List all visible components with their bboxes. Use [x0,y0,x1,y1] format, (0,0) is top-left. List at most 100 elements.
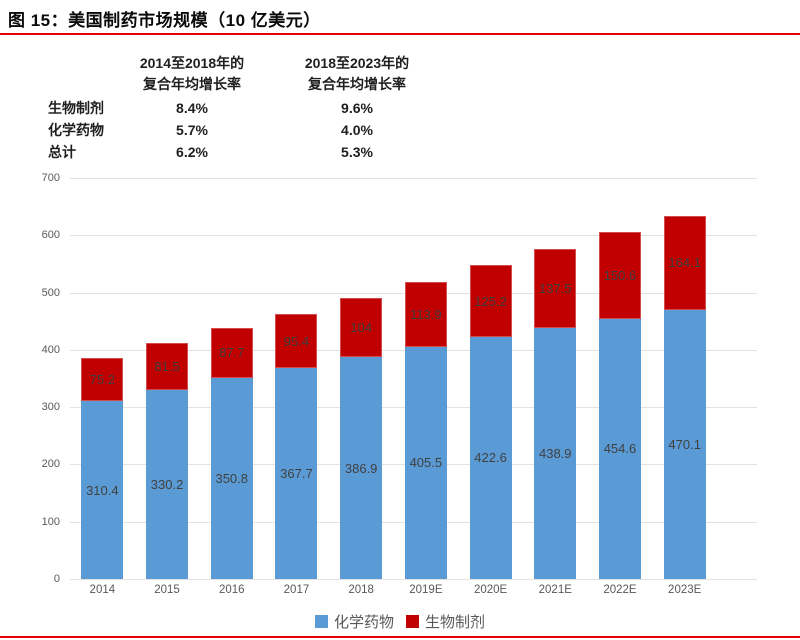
table-corner [48,53,112,97]
x-tick-label: 2019E [409,584,443,596]
data-label: 422.6 [474,450,507,466]
segment-chemical-2016: 350.8 [210,378,253,579]
stacked-bar-2019E: 113.9 405.5 [404,281,447,579]
y-tick-label: 600 [41,229,60,242]
segment-biologic-2023E: 164.1 [663,215,706,310]
col-header-line1: 2018至2023年的 [304,55,410,71]
stacked-bar-2021E: 137.5 438.9 [534,248,577,579]
cagr-value: 9.6% [341,100,373,116]
segment-chemical-2023E: 470.1 [663,309,706,579]
y-tick-label: 300 [41,401,60,414]
bar-slot: 164.1 470.1 [652,178,717,579]
data-label: 125.2 [474,293,507,309]
figure-title: 图 15：美国制药市场规模（10 亿美元） [8,11,321,30]
data-label: 454.6 [603,441,637,457]
bar-slot: 150.6 454.6 [588,178,653,579]
stacked-bar-2014: 75.2 310.4 [81,358,124,579]
segment-chemical-2015: 330.2 [146,389,189,579]
data-label: 95.4 [283,333,310,349]
segment-biologic-2018: 104 [340,297,383,358]
data-label: 164.1 [668,255,701,271]
cagr-table: 2014至2018年的 复合年均增长率 2018至2023年的 复合年均增长率 … [48,53,442,163]
col-header-2018-2023: 2018至2023年的 复合年均增长率 [272,53,442,97]
row-label-biologics: 生物制剂 [48,100,104,116]
gridline [70,579,757,580]
data-label: 405.5 [409,455,443,471]
bar-slot: 95.4 367.7 [264,178,329,579]
x-tick-label: 2023E [668,584,702,596]
stacked-bar-2018: 104 386.9 [340,297,383,579]
x-tick-label: 2022E [603,584,637,596]
y-tick-label: 700 [41,172,60,184]
data-label: 367.7 [280,466,313,482]
stacked-bar-2020E: 125.2 422.6 [469,265,512,579]
segment-biologic-2021E: 137.5 [534,248,577,328]
cagr-value: 5.3% [341,144,373,160]
y-tick-label: 200 [41,458,60,471]
y-tick-label: 500 [41,286,60,299]
col-header-2014-2018: 2014至2018年的 复合年均增长率 [112,53,272,97]
data-label: 330.2 [150,476,184,492]
bar-slot: 125.2 422.6 [458,178,523,579]
col-header-line2: 复合年均增长率 [143,76,241,92]
segment-chemical-2022E: 454.6 [598,318,641,579]
legend-label-chemical: 化学药物 [333,614,394,631]
stacked-bar-2023E: 164.1 470.1 [663,215,706,579]
data-label: 113.9 [410,306,442,322]
segment-biologic-2020E: 125.2 [469,265,512,337]
legend-item-biologic: 生物制剂 [406,611,485,632]
segment-biologic-2015: 81.5 [146,343,189,390]
stacked-bar-2015: 81.5 330.2 [146,343,189,579]
data-label: 310.4 [86,482,119,498]
segment-biologic-2017: 95.4 [275,313,318,369]
row-label-chemical: 化学药物 [48,122,104,138]
bar-slot: 81.5 330.2 [135,178,200,579]
x-tick-label: 2014 [89,584,116,596]
stacked-bar-2016: 87.7 350.8 [210,327,253,579]
stacked-bar-2022E: 150.6 454.6 [598,232,641,579]
stacked-bar-2017: 95.4 367.7 [275,313,318,579]
x-tick-label: 2020E [473,584,508,596]
bars-layer: 75.2 310.4 81.5 330.2 87.7 350.8 95.4 367.7 104 3… [70,178,717,579]
col-header-line1: 2014至2018年的 [139,55,245,71]
data-label: 137.5 [538,280,572,296]
legend-swatch-chemical [314,615,328,628]
legend-label-biologic: 生物制剂 [425,614,486,631]
data-label: 470.1 [668,436,701,452]
x-axis: 2014 2015 2016 2017 2018 2019E 2020E 2021E 2022E… [70,584,717,596]
title-underline [0,33,800,35]
data-label: 75.2 [89,372,115,388]
data-label: 150.6 [603,267,637,283]
cagr-value: 8.4% [176,100,208,116]
bar-slot: 137.5 438.9 [523,178,588,579]
segment-biologic-2016: 87.7 [210,327,253,378]
bottom-rule [0,636,800,638]
bar-slot: 104 386.9 [329,178,394,579]
gridline [70,235,757,237]
segment-biologic-2019E: 113.9 [404,281,447,347]
segment-chemical-2017: 367.7 [275,368,318,579]
gridline [70,178,757,179]
bar-slot: 113.9 405.5 [394,178,459,579]
row-label-total: 总计 [48,144,76,160]
y-tick-label: 100 [41,515,60,528]
x-tick-label: 2021E [538,584,572,596]
data-label: 350.8 [215,471,249,486]
cagr-value: 4.0% [341,122,373,138]
x-tick-label: 2015 [154,584,180,596]
segment-chemical-2014: 310.4 [81,401,124,579]
data-label: 87.7 [219,345,245,361]
segment-biologic-2014: 75.2 [81,358,124,402]
segment-chemical-2021E: 438.9 [534,327,577,579]
y-axis: 0 100 200 300 400 500 600 700 [0,172,60,585]
data-label: 104 [350,320,372,336]
legend-item-chemical: 化学药物 [314,611,394,632]
cagr-value: 6.2% [176,144,208,160]
data-label: 386.9 [344,460,378,476]
cagr-value: 5.7% [176,122,208,138]
segment-chemical-2020E: 422.6 [469,336,512,579]
x-tick-label: 2017 [283,584,310,596]
segment-chemical-2018: 386.9 [340,357,383,579]
bar-slot: 87.7 350.8 [199,178,264,579]
